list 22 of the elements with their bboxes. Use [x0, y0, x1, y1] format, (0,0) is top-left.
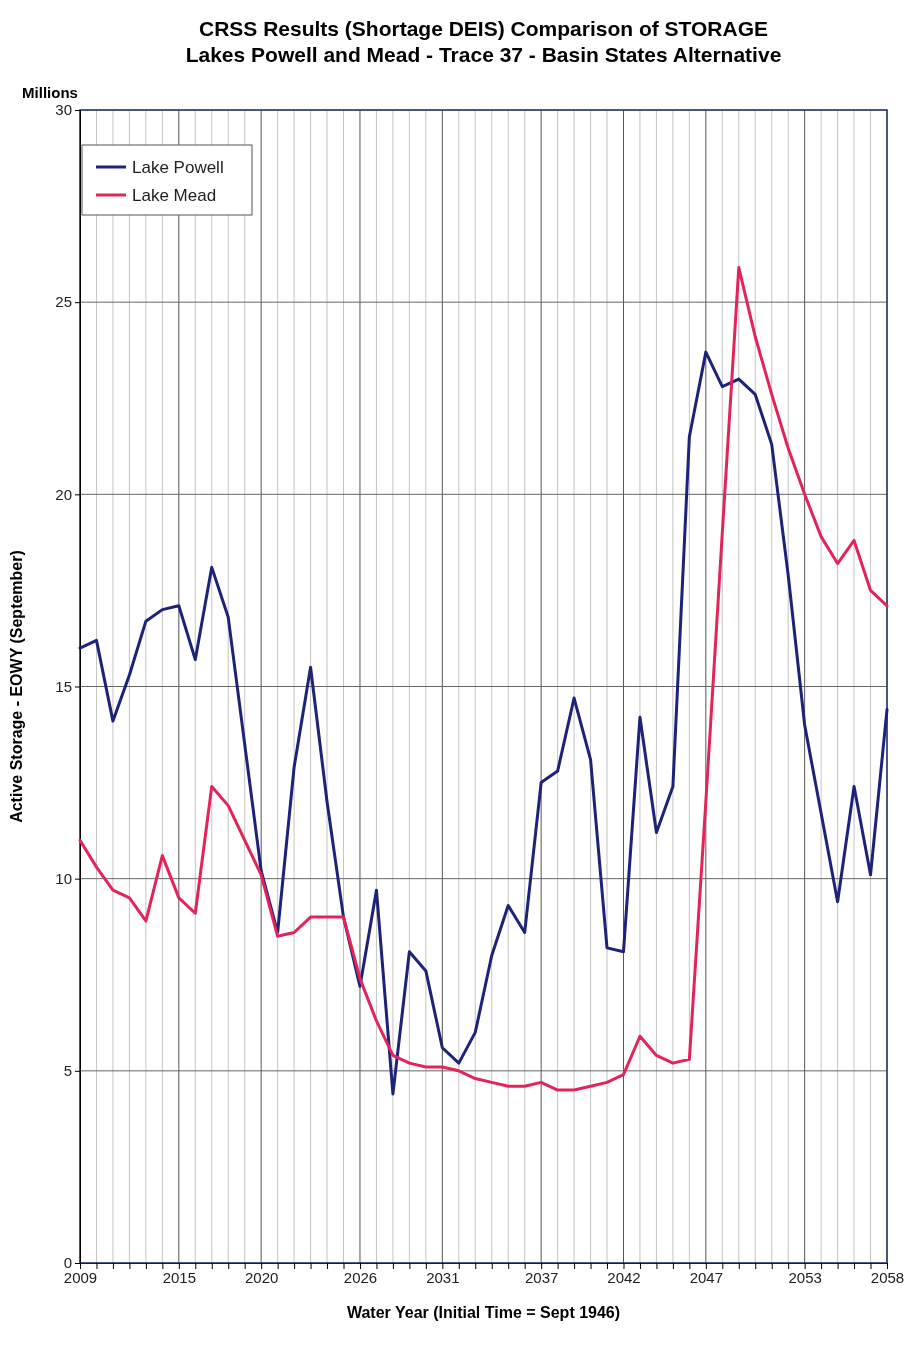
y-tick-label: 25 [55, 293, 72, 311]
y-tick-label: 30 [55, 101, 72, 119]
x-tick-label: 2037 [524, 1268, 559, 1286]
x-tick-label: 2042 [607, 1268, 641, 1286]
y-tick-label: 20 [55, 485, 72, 503]
y-tick-label: 15 [55, 677, 72, 695]
chart-title: CRSS Results (Shortage DEIS) Comparison of STORAGE [198, 17, 769, 40]
chart-subtitle: Lakes Powell and Mead - Trace 37 - Basin States Alternative [185, 43, 782, 66]
x-tick-label: 2047 [689, 1268, 724, 1286]
x-tick-label: 2053 [788, 1268, 822, 1286]
y-tick-label: 10 [55, 869, 72, 887]
y-tick-label: 5 [63, 1062, 72, 1080]
x-tick-label: 2020 [244, 1268, 279, 1286]
legend-label: Lake Powell [132, 157, 224, 177]
y-axis-title: Active Storage - EOWY (September) [8, 550, 25, 823]
x-tick-label: 2031 [426, 1268, 460, 1286]
x-tick-label: 2026 [343, 1268, 378, 1286]
text: Millions [22, 84, 78, 101]
x-tick-label: 2015 [162, 1268, 196, 1286]
x-axis-title: Water Year (Initial Time = Sept 1946) [346, 1304, 621, 1321]
legend-label: Lake Mead [132, 185, 217, 205]
x-tick-label: 2058 [870, 1268, 905, 1286]
